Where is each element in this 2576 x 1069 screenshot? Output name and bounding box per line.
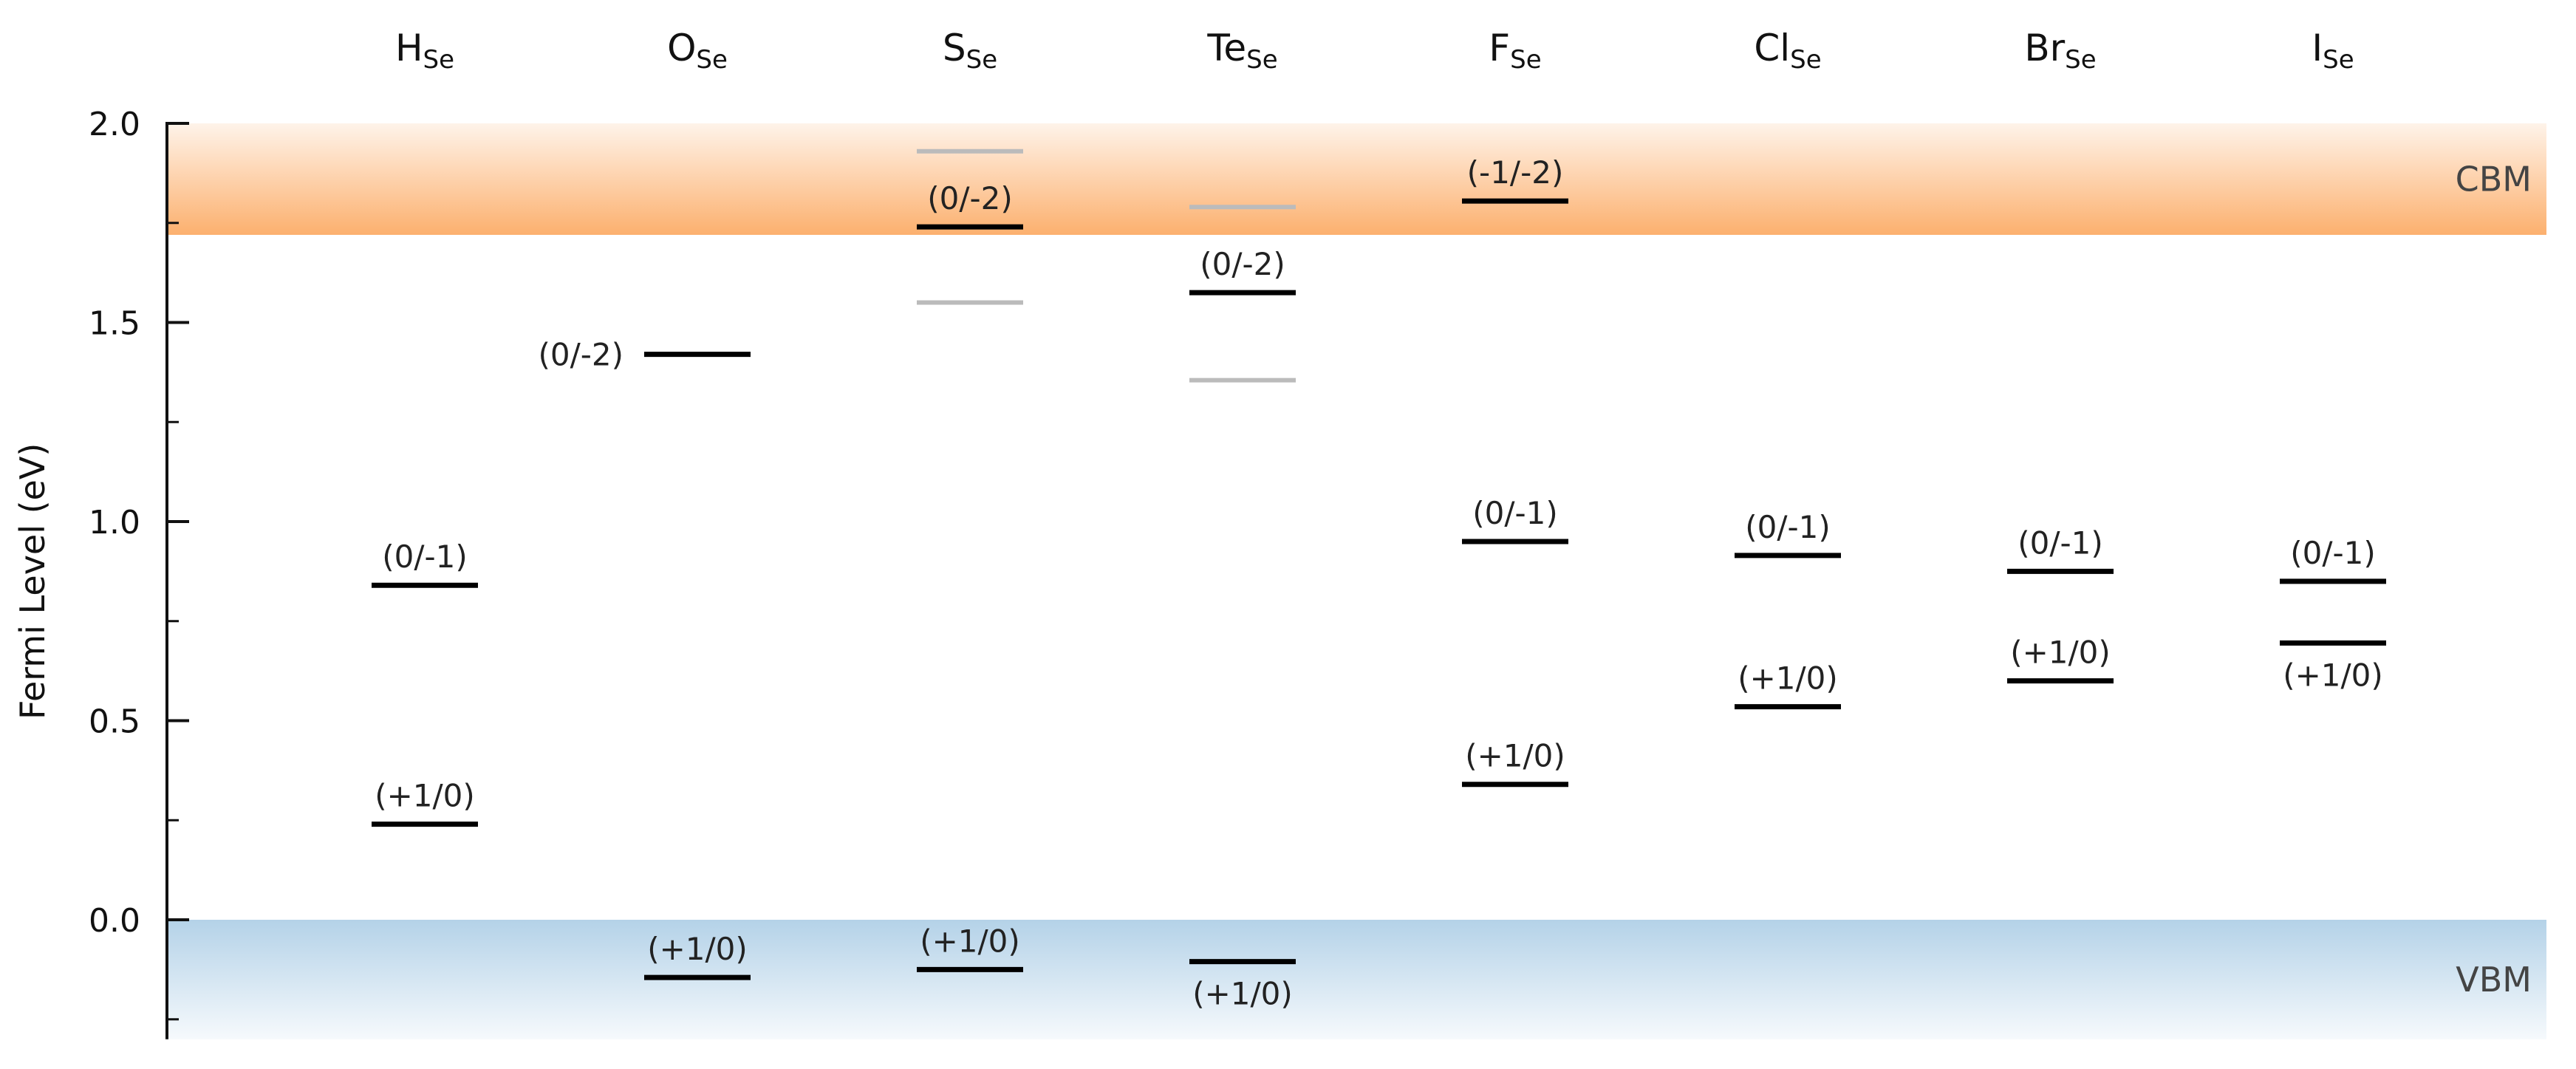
level-label: (0/-2) xyxy=(927,180,1013,216)
y-ticks: 0.0 0.5 1.0 1.5 2.0 xyxy=(89,106,189,1021)
defect-levels: (0/-1) (+1/0) (0/-2) (+1/0) (0/-2) (+1/0) (0/-… xyxy=(372,148,2386,1012)
defect-header: HSe xyxy=(395,27,454,75)
defect-header-name: F xyxy=(1489,27,1510,69)
defect-headers: HSe OSe SSe TeSe FSe ClSe BrSe ISe xyxy=(395,27,2354,75)
defect-header-name: Cl xyxy=(1754,27,1790,69)
level-label: (0/-1) xyxy=(1745,509,1831,545)
defect-header: SSe xyxy=(943,27,997,75)
vbm-label: VBM xyxy=(2456,960,2532,1000)
y-axis-label: Fermi Level (eV) xyxy=(13,443,52,720)
level-label: (+1/0) xyxy=(375,778,475,814)
defect-header-name: H xyxy=(395,27,423,69)
vbm-band xyxy=(167,920,2546,1039)
defect-header: ISe xyxy=(2312,27,2354,75)
y-tick-label: 2.0 xyxy=(89,106,140,143)
defect-header-name: S xyxy=(943,27,966,69)
cbm-label: CBM xyxy=(2456,159,2532,199)
defect-header-subscript: Se xyxy=(696,45,728,75)
level-label: (+1/0) xyxy=(2283,657,2383,693)
level-label: (+1/0) xyxy=(1738,660,1838,697)
y-tick-label: 1.5 xyxy=(89,305,140,343)
y-tick-label: 0.5 xyxy=(89,703,140,741)
defect-header: OSe xyxy=(667,27,728,75)
defect-header-name: O xyxy=(667,27,696,69)
defect-header: FSe xyxy=(1489,27,1541,75)
level-label: (0/-1) xyxy=(1472,495,1558,531)
level-label: (-1/-2) xyxy=(1467,154,1564,191)
defect-header-subscript: Se xyxy=(966,45,998,75)
level-label: (0/-1) xyxy=(382,539,468,575)
defect-header: TeSe xyxy=(1206,27,1277,75)
level-label: (+1/0) xyxy=(1465,738,1565,774)
level-label: (+1/0) xyxy=(1192,976,1293,1012)
level-label: (0/-1) xyxy=(2290,535,2376,571)
defect-header-subscript: Se xyxy=(1246,45,1278,75)
defect-header-name: Te xyxy=(1206,27,1246,69)
defect-header-subscript: Se xyxy=(2323,45,2354,75)
defect-header-subscript: Se xyxy=(2065,45,2097,75)
level-label: (+1/0) xyxy=(920,923,1020,959)
y-tick-label: 0.0 xyxy=(89,902,140,940)
level-label: (0/-2) xyxy=(1200,246,1285,282)
defect-header-name: Br xyxy=(2024,27,2065,69)
level-label: (+1/0) xyxy=(647,931,748,967)
defect-header-name: I xyxy=(2312,27,2323,69)
defect-header-subscript: Se xyxy=(1790,45,1822,75)
y-tick-label: 1.0 xyxy=(89,504,140,542)
level-label: (+1/0) xyxy=(2010,635,2111,671)
level-label: (0/-1) xyxy=(2018,525,2103,561)
level-label: (0/-2) xyxy=(538,337,623,373)
cbm-band xyxy=(167,123,2546,235)
defect-header: ClSe xyxy=(1754,27,1821,75)
defect-header: BrSe xyxy=(2024,27,2096,75)
defect-header-subscript: Se xyxy=(423,45,455,75)
defect-header-subscript: Se xyxy=(1510,45,1542,75)
